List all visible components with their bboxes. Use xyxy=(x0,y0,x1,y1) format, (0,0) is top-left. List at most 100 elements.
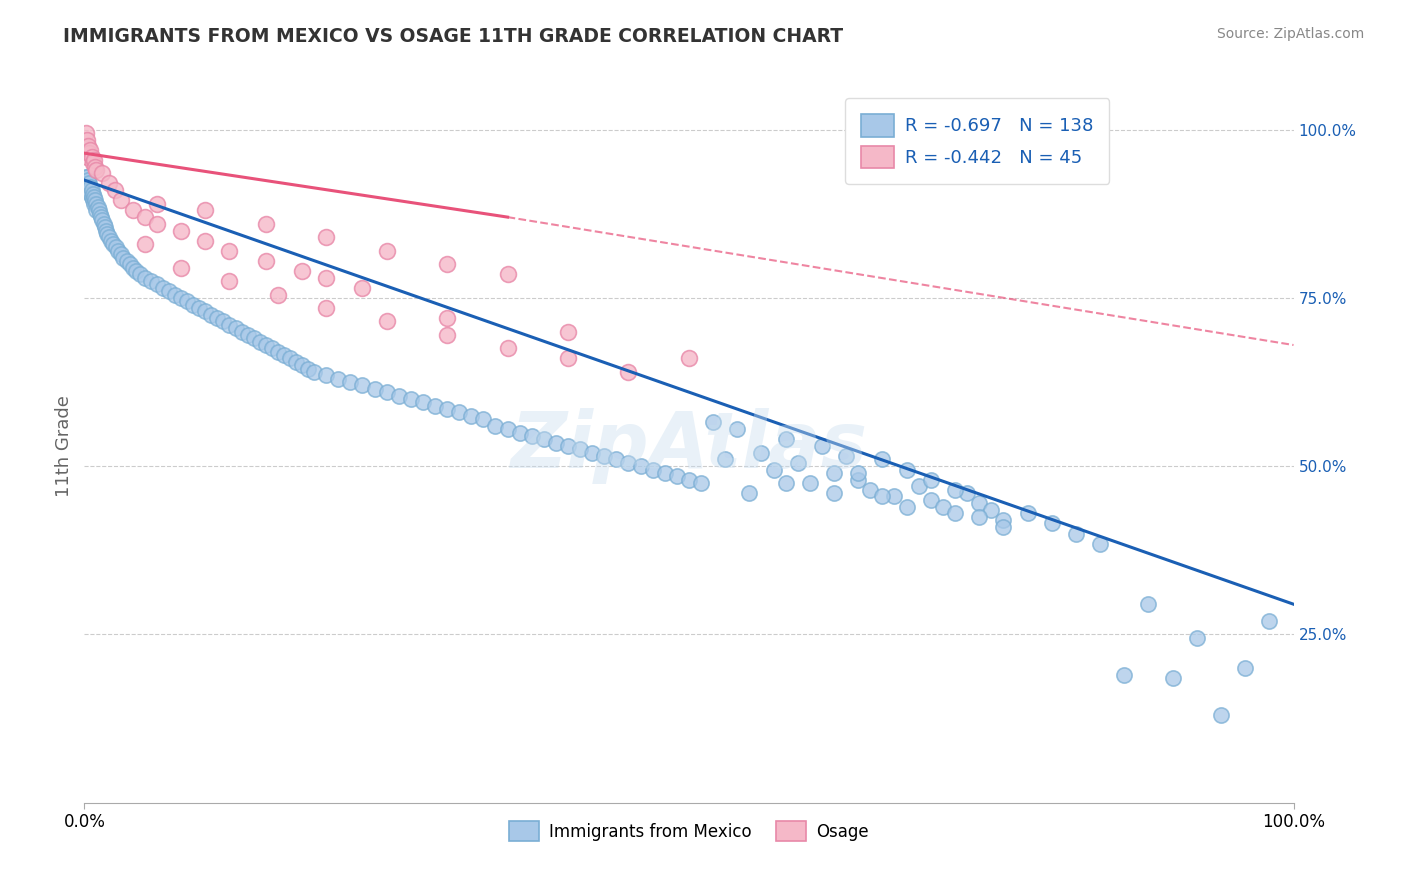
Point xyxy=(146,277,169,292)
Point xyxy=(115,253,138,268)
Point xyxy=(811,439,834,453)
Point xyxy=(315,301,337,315)
Point xyxy=(1161,671,1184,685)
Point xyxy=(254,338,277,352)
Point xyxy=(194,304,217,318)
Point xyxy=(134,237,156,252)
Point xyxy=(194,234,217,248)
Point xyxy=(94,220,117,235)
Point xyxy=(97,230,120,244)
Point xyxy=(91,166,114,180)
Point xyxy=(654,466,676,480)
Point xyxy=(278,351,301,366)
Point xyxy=(82,156,104,170)
Point xyxy=(872,490,894,504)
Point xyxy=(152,281,174,295)
Point xyxy=(236,327,259,342)
Point xyxy=(1209,708,1232,723)
Point xyxy=(375,385,398,400)
Point xyxy=(896,500,918,514)
Point xyxy=(79,143,101,157)
Point xyxy=(363,382,385,396)
Point xyxy=(823,466,845,480)
Point xyxy=(967,509,990,524)
Point xyxy=(76,183,98,197)
Point xyxy=(77,146,100,161)
Point xyxy=(846,466,869,480)
Point xyxy=(1114,668,1136,682)
Point xyxy=(82,186,104,201)
Point xyxy=(218,318,240,332)
Point xyxy=(104,240,127,254)
Point xyxy=(76,169,98,184)
Point xyxy=(146,196,169,211)
Point xyxy=(103,237,125,252)
Point xyxy=(375,314,398,328)
Point xyxy=(188,301,211,315)
Point xyxy=(484,418,506,433)
Point xyxy=(630,459,652,474)
Point xyxy=(77,173,100,187)
Point xyxy=(110,194,132,208)
Point xyxy=(86,203,108,218)
Point xyxy=(120,257,142,271)
Point xyxy=(83,196,105,211)
Point xyxy=(267,344,290,359)
Point xyxy=(388,388,411,402)
Point xyxy=(112,251,135,265)
Point xyxy=(1064,526,1087,541)
Point xyxy=(896,462,918,476)
Point xyxy=(77,183,100,197)
Point xyxy=(87,203,110,218)
Point xyxy=(496,342,519,356)
Point xyxy=(993,513,1015,527)
Point xyxy=(617,365,640,379)
Point xyxy=(82,194,104,208)
Point xyxy=(267,287,290,301)
Point xyxy=(496,268,519,282)
Point xyxy=(786,456,808,470)
Point xyxy=(121,203,143,218)
Point xyxy=(932,500,955,514)
Point xyxy=(714,452,737,467)
Text: IMMIGRANTS FROM MEXICO VS OSAGE 11TH GRADE CORRELATION CHART: IMMIGRANTS FROM MEXICO VS OSAGE 11TH GRA… xyxy=(63,27,844,45)
Legend: Immigrants from Mexico, Osage: Immigrants from Mexico, Osage xyxy=(502,814,876,848)
Point xyxy=(1234,661,1257,675)
Point xyxy=(200,308,222,322)
Point xyxy=(212,314,235,328)
Point xyxy=(84,194,107,208)
Point xyxy=(315,230,337,244)
Point xyxy=(520,429,543,443)
Point xyxy=(80,183,103,197)
Point xyxy=(569,442,592,457)
Point xyxy=(134,270,156,285)
Point xyxy=(533,432,555,446)
Point xyxy=(181,298,204,312)
Point xyxy=(207,311,229,326)
Point xyxy=(86,200,108,214)
Point xyxy=(129,268,152,282)
Point xyxy=(920,492,942,507)
Point xyxy=(557,439,579,453)
Point xyxy=(412,395,434,409)
Point xyxy=(449,405,471,419)
Point xyxy=(956,486,979,500)
Point xyxy=(725,422,748,436)
Point xyxy=(581,446,603,460)
Point xyxy=(176,294,198,309)
Point xyxy=(665,469,688,483)
Point xyxy=(328,372,350,386)
Point xyxy=(1040,516,1063,531)
Point xyxy=(883,490,905,504)
Point xyxy=(496,422,519,436)
Point xyxy=(751,446,773,460)
Point xyxy=(94,223,117,237)
Point xyxy=(91,213,114,227)
Point xyxy=(146,217,169,231)
Point xyxy=(617,456,640,470)
Point xyxy=(1017,506,1039,520)
Point xyxy=(557,325,579,339)
Point xyxy=(89,207,111,221)
Point xyxy=(218,274,240,288)
Point xyxy=(823,486,845,500)
